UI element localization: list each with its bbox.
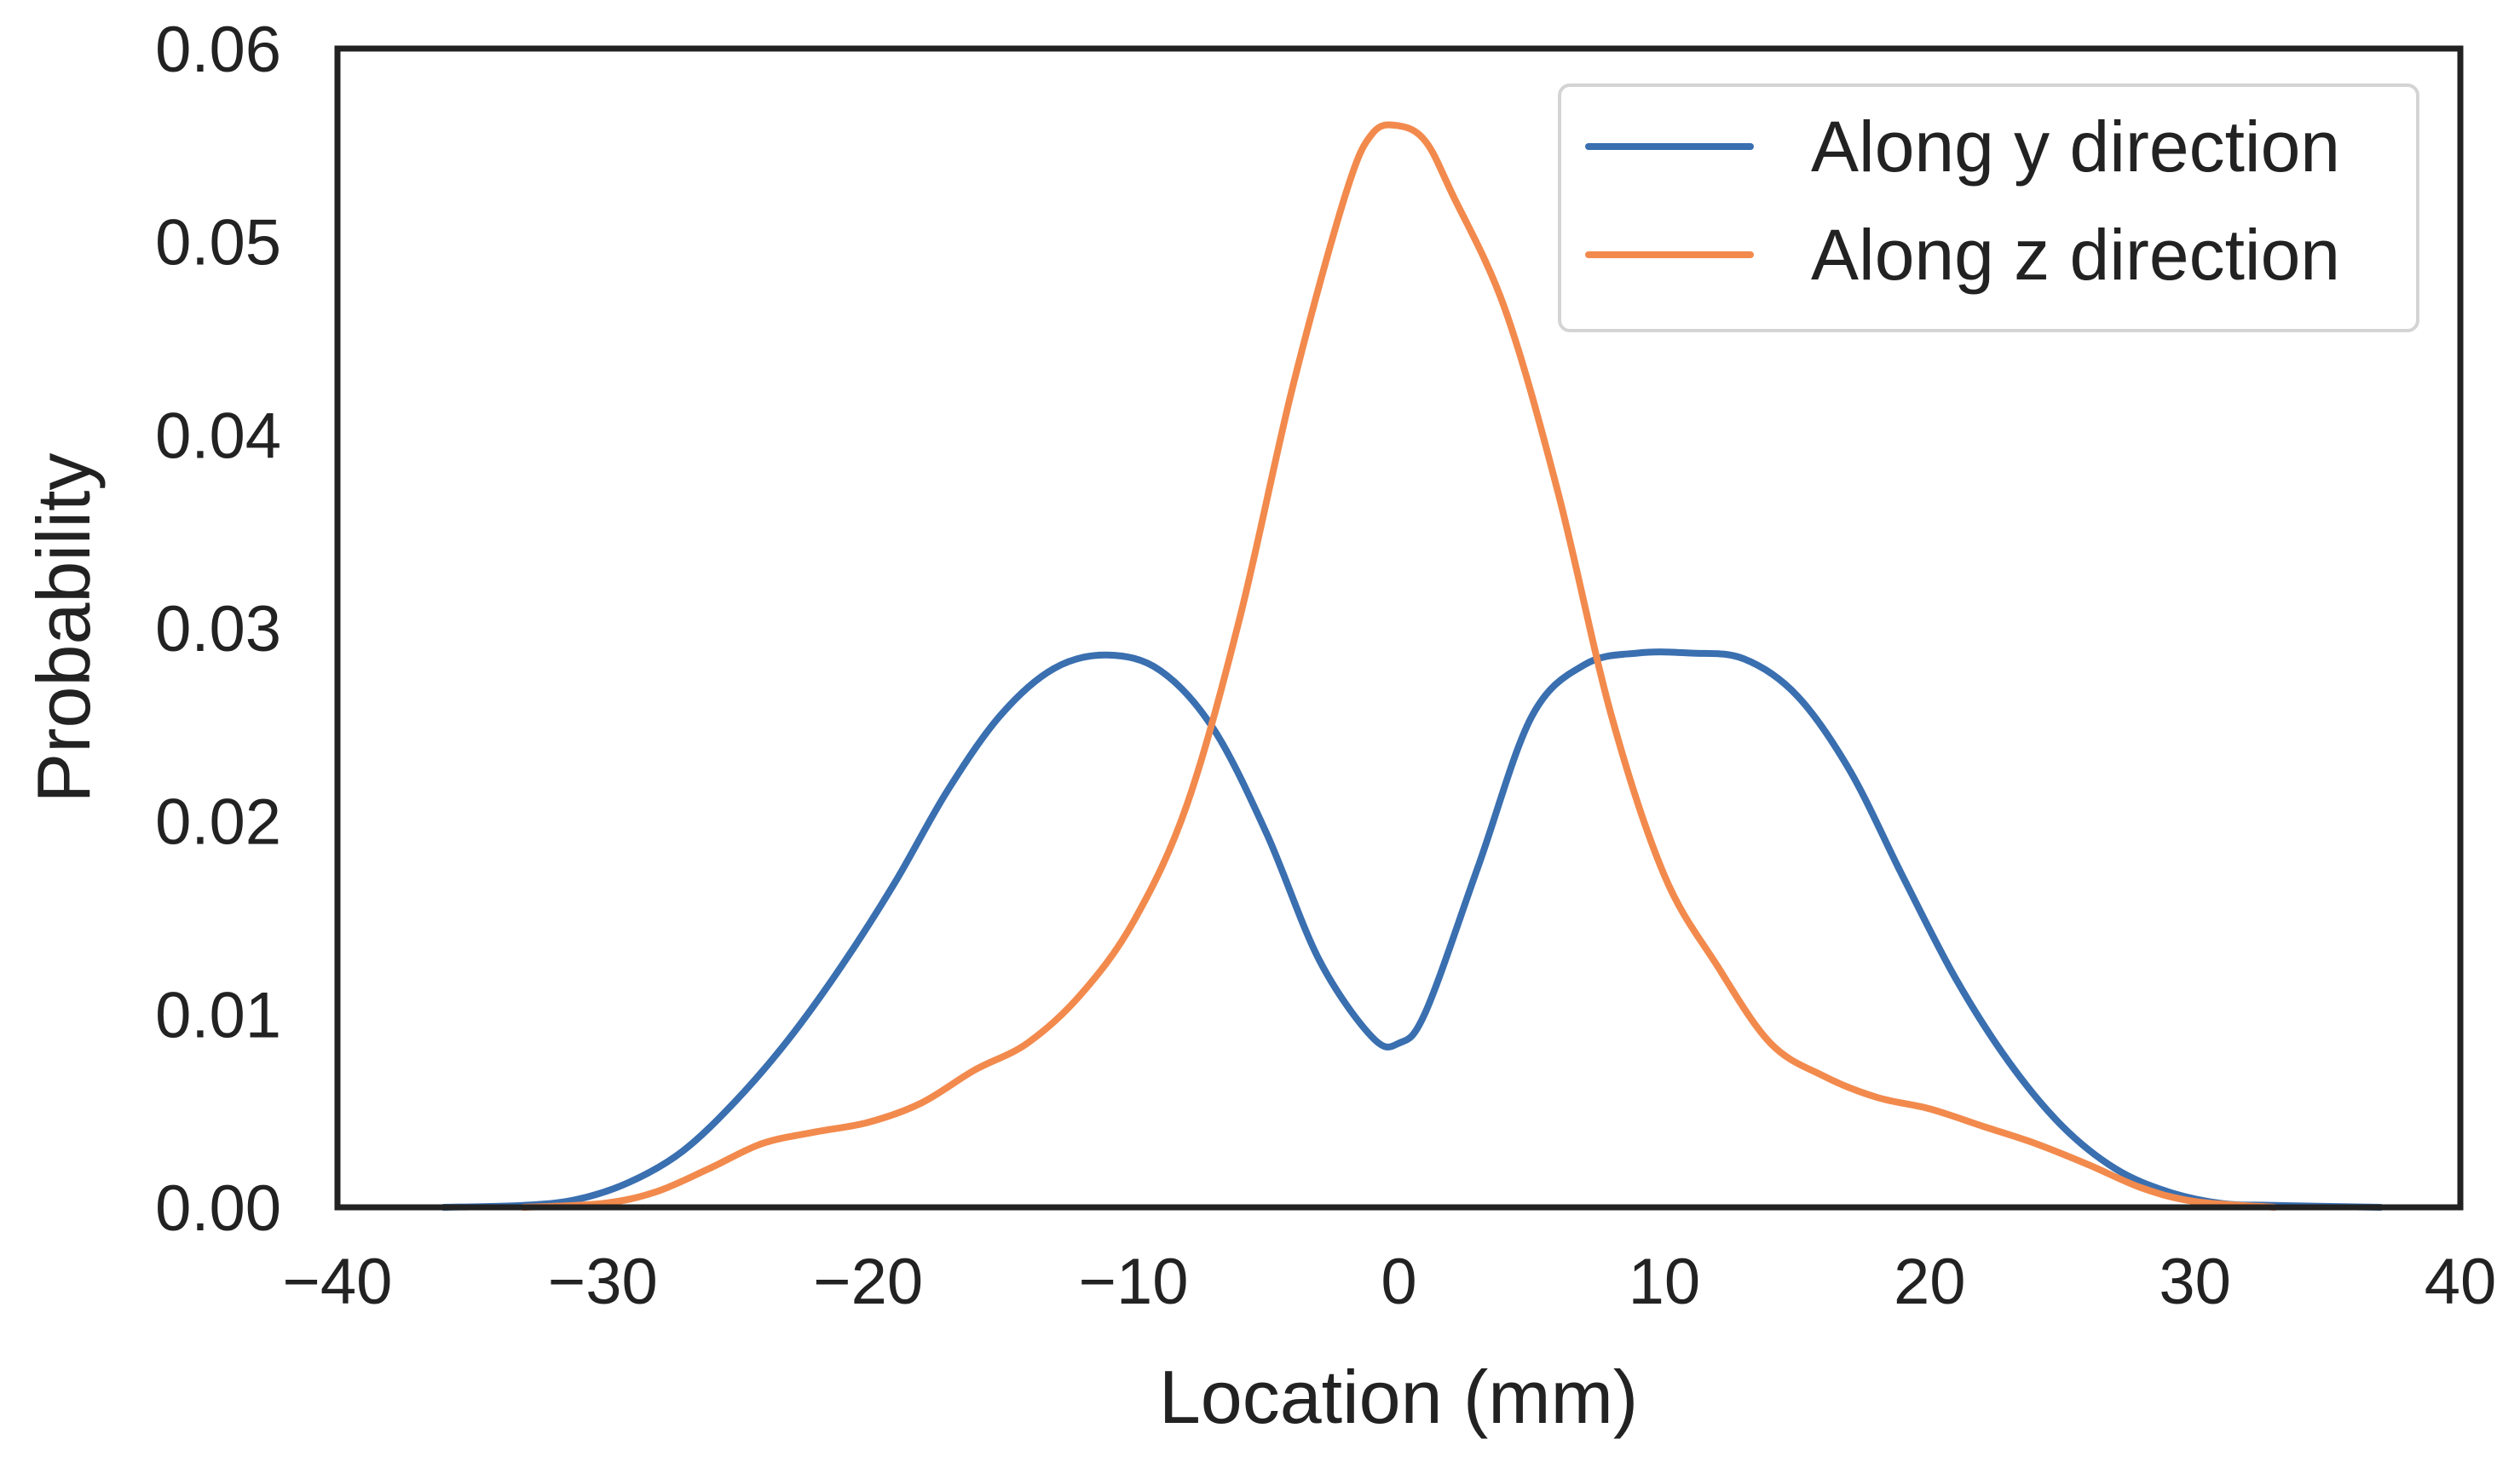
x-axis-label: Location (mm) <box>1159 1355 1638 1439</box>
y-tick-label: 0.00 <box>155 1172 281 1245</box>
x-tick-label: −10 <box>1079 1246 1189 1318</box>
plot-frame <box>334 45 2464 1211</box>
legend: Along y direction Along z direction <box>1558 83 2419 332</box>
x-tick-label: 20 <box>1894 1246 1966 1318</box>
x-tick-label: −30 <box>548 1246 658 1318</box>
x-tick-label: 10 <box>1629 1246 1701 1318</box>
legend-label-y-direction: Along y direction <box>1811 107 2340 187</box>
x-tick-label: 0 <box>1381 1246 1416 1318</box>
y-axis-ticks: 0.00 0.01 0.02 0.03 0.04 0.05 0.06 <box>155 14 281 1245</box>
series-line-y-direction <box>440 648 2384 1211</box>
y-tick-label: 0.06 <box>155 14 281 86</box>
x-tick-label: 30 <box>2159 1246 2231 1318</box>
legend-label-z-direction: Along z direction <box>1811 215 2340 295</box>
y-tick-label: 0.05 <box>155 207 281 279</box>
x-tick-label: 40 <box>2425 1246 2497 1318</box>
y-tick-label: 0.02 <box>155 786 281 859</box>
legend-box <box>1558 83 2419 332</box>
series-layer <box>440 121 2384 1211</box>
y-tick-label: 0.04 <box>155 400 281 472</box>
x-tick-label: −40 <box>283 1246 393 1318</box>
y-tick-label: 0.03 <box>155 593 281 665</box>
series-line-z-direction <box>519 121 2279 1211</box>
y-tick-label: 0.01 <box>155 979 281 1051</box>
x-axis-ticks: −40 −30 −20 −10 0 10 20 30 40 <box>283 1246 2497 1318</box>
y-axis-label: Probability <box>21 453 106 803</box>
x-tick-label: −20 <box>813 1246 923 1318</box>
